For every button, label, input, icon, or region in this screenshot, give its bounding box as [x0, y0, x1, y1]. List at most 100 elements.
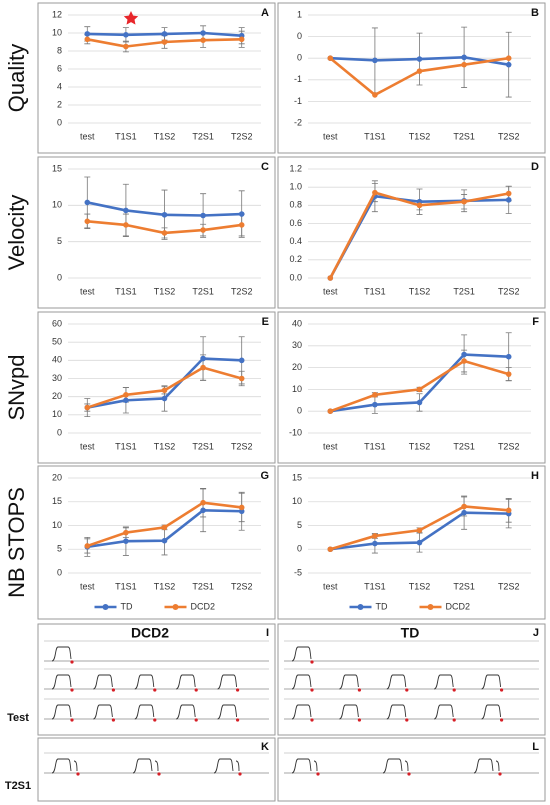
x-tick-label: T1S2 — [409, 131, 431, 141]
data-point — [161, 387, 168, 394]
handwriting-stroke — [386, 704, 407, 720]
panel-frame — [277, 737, 546, 802]
panel-frame — [37, 2, 276, 154]
y-tick-label: 10 — [52, 27, 62, 37]
handwriting-stroke — [339, 674, 359, 690]
data-point — [123, 529, 129, 536]
data-point — [372, 92, 378, 98]
stop-marker — [70, 660, 74, 664]
stop-marker — [405, 718, 409, 722]
y-tick-label: 0 — [57, 117, 62, 127]
panel-frame — [277, 311, 546, 464]
y-tick-label: 0 — [297, 406, 302, 416]
x-tick-label: T1S1 — [115, 441, 137, 451]
handwriting-stroke — [93, 704, 113, 720]
data-point — [416, 202, 423, 209]
stop-marker — [111, 688, 115, 692]
data-point — [84, 404, 91, 411]
stop-marker — [111, 718, 115, 722]
panel-label: G — [260, 470, 269, 482]
data-point — [123, 392, 129, 398]
y-tick-label: 12 — [52, 9, 62, 19]
stop-marker — [157, 772, 161, 776]
x-tick-label: T1S2 — [154, 441, 176, 451]
legend-marker — [357, 604, 364, 610]
x-tick-label: T2S2 — [498, 441, 520, 451]
handwriting-stroke — [339, 704, 359, 720]
row-label: SNvpd — [4, 354, 29, 420]
y-tick-label: 1.0 — [289, 182, 302, 192]
panel-label: D — [531, 161, 539, 173]
x-tick-label: test — [80, 286, 95, 296]
stop-marker — [500, 718, 504, 722]
y-tick-label: 5 — [297, 520, 302, 530]
legend-label: TD — [121, 601, 133, 611]
legend-marker — [172, 604, 179, 610]
handwriting-stroke — [434, 674, 454, 690]
y-tick-label: -1 — [294, 96, 302, 106]
x-tick-label: T1S1 — [364, 286, 386, 296]
x-tick-label: T1S1 — [115, 581, 137, 591]
y-tick-label: 60 — [52, 318, 62, 328]
y-tick-label: 0.2 — [289, 254, 302, 264]
panel-label: E — [262, 316, 269, 328]
handwriting-stroke — [291, 758, 318, 774]
x-tick-label: T2S2 — [498, 286, 520, 296]
data-point — [123, 397, 129, 404]
y-tick-label: 15 — [292, 472, 302, 482]
stop-marker — [310, 688, 314, 692]
data-point — [123, 222, 129, 228]
x-tick-label: T1S2 — [154, 131, 176, 141]
stop-marker — [405, 688, 409, 692]
data-point — [505, 507, 512, 514]
data-point — [238, 36, 245, 43]
panel-label: B — [531, 7, 539, 19]
y-tick-label: 5 — [57, 544, 62, 554]
handwriting-stroke — [291, 674, 312, 690]
panel-label: I — [266, 627, 269, 639]
stop-marker — [236, 718, 240, 722]
data-point — [238, 504, 245, 511]
y-tick-label: 30 — [52, 373, 62, 383]
handwriting-stroke — [481, 704, 502, 720]
y-tick-label: 0 — [57, 272, 62, 282]
y-tick-label: 10 — [52, 200, 62, 210]
x-tick-label: T2S1 — [192, 286, 214, 296]
data-point — [416, 56, 423, 62]
handwriting-stroke — [132, 758, 159, 774]
y-tick-label: 8 — [57, 45, 62, 55]
handwriting-stroke — [434, 704, 454, 720]
stop-marker — [310, 718, 314, 722]
data-point — [238, 357, 245, 364]
handwriting-stroke — [291, 704, 312, 720]
x-tick-label: T1S2 — [409, 286, 431, 296]
y-tick-label: 0 — [57, 427, 62, 437]
y-tick-label: 30 — [292, 340, 302, 350]
data-point — [505, 197, 512, 203]
data-point — [200, 364, 206, 371]
stop-marker — [310, 660, 314, 664]
x-tick-label: T2S1 — [453, 286, 475, 296]
y-tick-label: 0 — [297, 31, 302, 41]
data-point — [200, 227, 206, 233]
stop-marker — [70, 718, 74, 722]
y-tick-label: 0 — [57, 567, 62, 577]
x-tick-label: T2S1 — [192, 581, 214, 591]
data-point — [461, 61, 467, 68]
significance-star — [123, 11, 139, 25]
stop-marker — [498, 772, 502, 776]
y-tick-label: 40 — [292, 318, 302, 328]
data-point — [327, 55, 334, 61]
panel-label: L — [532, 741, 539, 753]
handwriting-stroke — [51, 758, 78, 774]
data-point — [161, 537, 168, 544]
handwriting-stroke — [51, 674, 72, 690]
row-label: Quality — [4, 44, 29, 112]
data-point — [161, 31, 168, 37]
handwriting-stroke — [176, 704, 196, 720]
handwriting-stroke — [382, 758, 409, 774]
stop-marker — [357, 688, 361, 692]
panel-label: F — [532, 316, 539, 328]
data-point — [461, 351, 467, 358]
